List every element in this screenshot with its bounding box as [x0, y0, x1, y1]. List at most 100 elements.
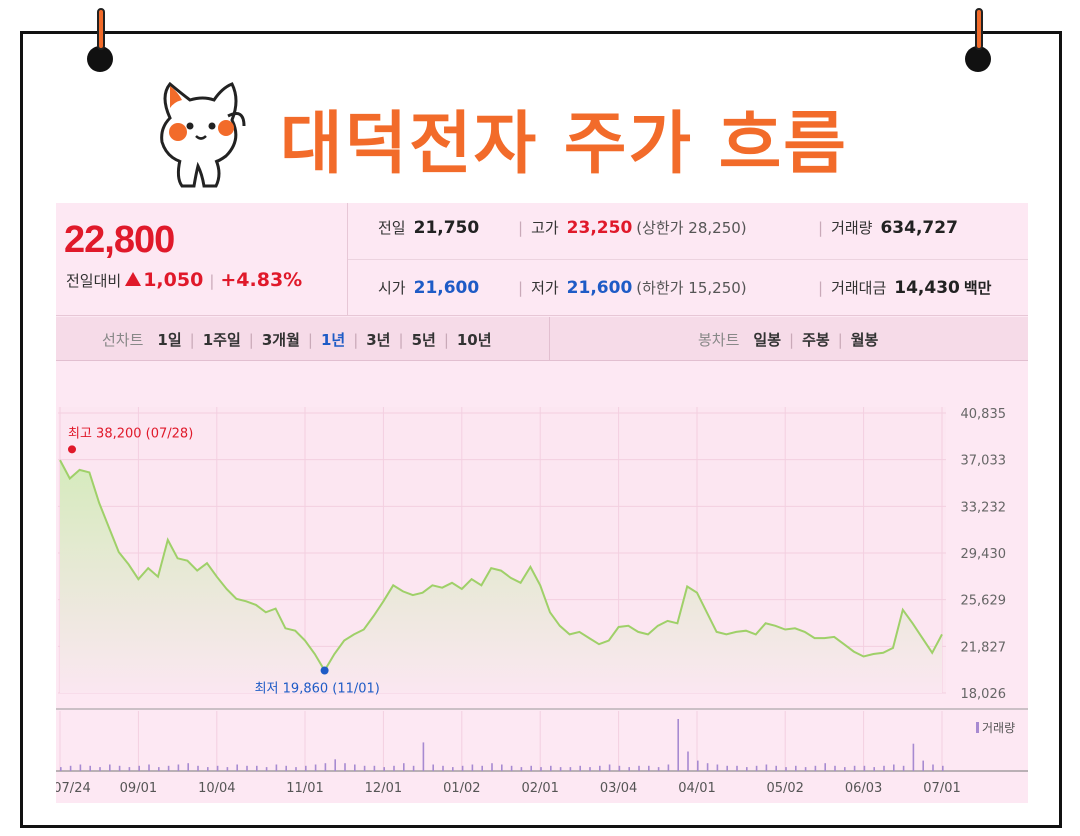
volume-bar — [69, 765, 72, 771]
price-chart: 07/24 09/01 10/04 11/01 12/01 01/02 02/01 03/04… — [56, 407, 1028, 796]
volume-bar — [893, 764, 895, 771]
volume-bar — [530, 765, 532, 771]
chart-tabbar: 선차트 1일 | 1주일 | 3개월 | 1년 | 3년 | 5년 | 10년 봉차트 일봉 | 주봉 | 월봉 — [56, 317, 1028, 361]
tab-line-periods-6[interactable]: 10년 — [456, 331, 492, 349]
volume-bar — [618, 765, 621, 771]
volume-bar — [89, 765, 91, 771]
volume: | 거래량 634,727 — [818, 218, 958, 238]
max-label: 최고 38,200 (07/28) — [68, 426, 193, 441]
x-tick-label: 01/02 — [443, 781, 480, 796]
tabbar-divider — [549, 317, 550, 361]
volume-bar — [844, 767, 846, 771]
up-triangle-icon — [125, 272, 142, 286]
volume-bar — [285, 765, 287, 771]
volume-bar — [765, 764, 768, 771]
volume-bar — [393, 765, 395, 771]
volume-bar — [256, 765, 258, 771]
volume-bar — [775, 765, 777, 771]
tab-separator: | — [837, 331, 843, 349]
tab-line-periods-4[interactable]: 3년 — [366, 331, 391, 349]
volume-bar — [403, 763, 405, 771]
change-value: 1,050 — [143, 269, 204, 291]
volume-bar — [520, 767, 523, 771]
max-marker — [68, 445, 76, 454]
volume-bar — [432, 764, 434, 771]
quote-details: 전일 21,750 | 고가 23,250 (상한가 28,250) | 거래량 634,7… — [348, 203, 1028, 316]
volume-bar — [422, 742, 425, 771]
volume-bar — [608, 764, 611, 771]
volume-bar — [550, 765, 552, 771]
volume-bar — [716, 764, 719, 771]
pin-left-icon — [87, 8, 113, 72]
pin-right-icon — [965, 8, 991, 72]
volume-bar — [373, 765, 376, 771]
page-title: 대덕전자 주가 흐름 — [280, 105, 848, 184]
volume-bar — [648, 765, 650, 771]
volume-legend-swatch — [976, 722, 979, 733]
volume-bar — [246, 765, 248, 771]
volume-bar — [207, 767, 209, 771]
volume-bar — [187, 763, 189, 771]
x-tick-label: 03/04 — [600, 781, 637, 796]
x-tick-label: 11/01 — [286, 781, 323, 796]
volume-bar — [442, 765, 444, 771]
price-summary: 22,800 전일대비 1,050 | +4.83% — [56, 203, 348, 316]
open-price: 시가 21,600 — [378, 278, 480, 298]
volume-bar — [334, 759, 336, 771]
low-price: | 저가 21,600 (하한가 15,250) — [518, 278, 747, 298]
x-tick-label: 05/02 — [766, 781, 803, 796]
volume-bar — [824, 763, 826, 771]
x-tick-label: 09/01 — [120, 781, 157, 796]
volume-bar — [755, 765, 758, 771]
y-tick-label: 40,835 — [961, 407, 1007, 422]
x-tick-label: 02/01 — [521, 781, 558, 796]
volume-bar — [657, 767, 660, 771]
tab-line-periods-0[interactable]: 1일 — [157, 331, 182, 349]
x-tick-label: 06/03 — [845, 781, 882, 796]
volume-bar — [883, 765, 885, 771]
tab-line-periods-3[interactable]: 1년 — [320, 331, 346, 349]
volume-bar — [863, 765, 866, 771]
tab-line-periods-5[interactable]: 5년 — [411, 331, 436, 349]
stock-panel: 22,800 전일대비 1,050 | +4.83% 전일 21,750 | 고가 23,2… — [56, 203, 1028, 803]
x-tick-label: 10/04 — [198, 781, 235, 796]
volume-bar — [667, 764, 670, 771]
volume-bar — [510, 765, 513, 771]
volume-bar — [128, 767, 131, 771]
volume-bar — [638, 765, 640, 771]
volume-bar — [834, 765, 836, 771]
tab-candle-periods-1[interactable]: 주봉 — [802, 331, 830, 349]
volume-bar — [177, 764, 180, 771]
volume-bar — [736, 765, 738, 771]
volume-bar — [677, 719, 679, 771]
volume-bar — [569, 767, 572, 771]
volume-bar — [559, 767, 562, 771]
volume-bar — [902, 765, 905, 771]
tab-line-periods-1[interactable]: 1주일 — [202, 331, 241, 349]
volume-bar — [79, 764, 82, 771]
volume-bar — [148, 764, 150, 771]
tab-line-periods-2[interactable]: 3개월 — [261, 331, 300, 349]
volume-bar — [814, 765, 817, 771]
volume-bar — [687, 751, 689, 771]
volume-bar — [540, 767, 542, 771]
volume-bar — [295, 767, 297, 771]
cat-mascot-icon — [160, 81, 246, 188]
divider: | — [209, 272, 215, 290]
tab-separator: | — [248, 331, 254, 349]
volume-bar — [579, 765, 581, 771]
volume-bar — [167, 765, 170, 771]
volume-bar — [452, 767, 454, 771]
volume-bar — [265, 767, 268, 771]
volume-bar — [344, 763, 346, 771]
volume-bar — [461, 765, 464, 771]
volume-bar — [726, 765, 728, 771]
volume-bar — [804, 767, 807, 771]
tab-candle-periods-0[interactable]: 일봉 — [753, 331, 782, 349]
min-marker — [320, 666, 329, 675]
volume-bar — [60, 767, 62, 771]
volume-bar — [873, 767, 875, 771]
tab-candle-periods-2[interactable]: 월봉 — [850, 331, 879, 349]
volume-bar — [853, 765, 856, 771]
y-tick-label: 33,232 — [961, 500, 1007, 515]
